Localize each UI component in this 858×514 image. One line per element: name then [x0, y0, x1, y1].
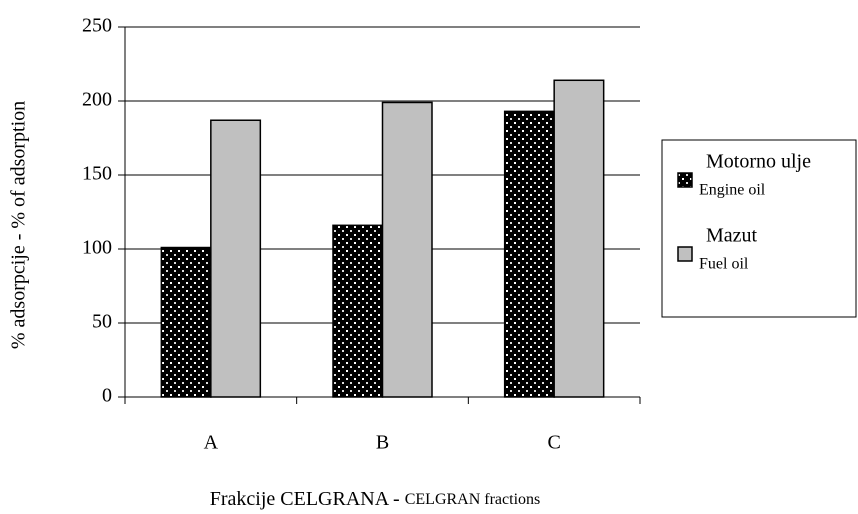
legend-swatch — [677, 172, 693, 188]
bar — [381, 101, 433, 398]
bar — [210, 119, 262, 398]
legend-swatch — [677, 246, 693, 262]
legend-box — [661, 139, 857, 318]
legend-sublabel: Fuel oil — [699, 256, 749, 273]
bar — [553, 79, 605, 398]
legend-sublabel: Engine oil — [699, 182, 766, 199]
y-tick-label: 0 — [102, 385, 112, 407]
x-axis-label-part: Frakcije CELGRANA - — [210, 488, 405, 510]
y-axis-label: % adsorpcije - % of adsorption — [8, 101, 30, 349]
bar — [332, 224, 384, 398]
bar — [160, 246, 212, 398]
y-tick-label: 200 — [82, 89, 112, 111]
bar — [503, 110, 555, 398]
y-tick-label: 100 — [82, 237, 112, 259]
legend-label: Motorno ulje — [706, 151, 811, 173]
y-tick-label: 50 — [92, 311, 112, 333]
x-tick-label: A — [204, 432, 219, 454]
y-tick-label: 250 — [82, 15, 112, 37]
x-tick-label: C — [547, 432, 560, 454]
x-axis-label-part: CELGRAN fractions — [405, 491, 541, 508]
x-axis-label: Frakcije CELGRANA - CELGRAN fractions — [210, 488, 541, 510]
y-tick-label: 150 — [82, 163, 112, 185]
legend-label: Mazut — [706, 225, 758, 247]
x-tick-label: B — [376, 432, 389, 454]
